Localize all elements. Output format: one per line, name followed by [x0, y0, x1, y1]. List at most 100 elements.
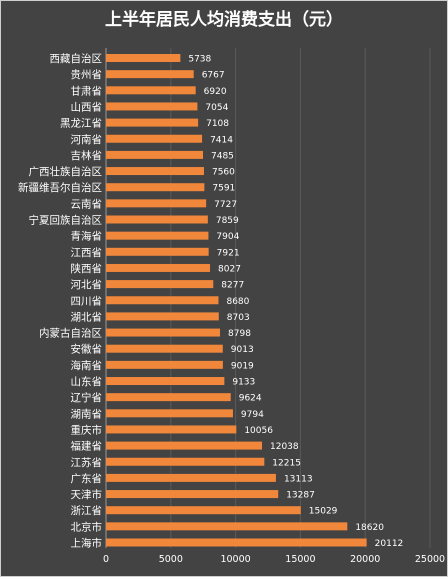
bar [106, 457, 265, 466]
data-label: 7054 [205, 103, 228, 113]
data-label: 7904 [216, 232, 239, 242]
category-label: 上海市 [71, 537, 103, 550]
data-label: 10056 [244, 426, 273, 436]
x-tick-label: 5000 [159, 554, 183, 565]
category-labels: 西藏自治区贵州省甘肃省山西省黑龙江省河南省吉林省广西壮族自治区新疆维吾尔自治区云… [18, 52, 102, 550]
category-label: 云南省 [71, 197, 103, 210]
bar [106, 86, 196, 95]
category-label: 安徽省 [71, 343, 103, 356]
data-label: 7727 [214, 200, 237, 210]
bar [106, 199, 207, 208]
category-label: 广东省 [71, 472, 103, 485]
data-label: 7108 [206, 119, 229, 129]
x-tick-label: 20000 [350, 554, 380, 565]
bar [106, 506, 301, 515]
data-label: 5738 [188, 55, 211, 65]
bar [106, 312, 219, 321]
data-label: 7560 [212, 168, 235, 178]
category-label: 福建省 [71, 440, 103, 453]
bar [106, 328, 221, 337]
data-label: 6920 [204, 87, 227, 97]
category-label: 山西省 [71, 100, 103, 113]
bar [106, 425, 237, 434]
data-label: 9624 [239, 394, 262, 404]
bar [106, 490, 279, 499]
data-label: 6767 [202, 71, 225, 81]
category-label: 海南省 [71, 359, 103, 372]
category-label: 宁夏回族自治区 [29, 214, 103, 227]
chart-title: 上半年居民人均消费支出（元） [105, 9, 343, 30]
bar [106, 70, 194, 79]
bar [106, 150, 204, 159]
bar [106, 183, 205, 192]
data-label: 20112 [375, 539, 404, 549]
category-label: 北京市 [71, 520, 103, 533]
data-label: 9019 [231, 361, 254, 371]
data-label: 8703 [227, 313, 250, 323]
data-label: 13113 [284, 474, 313, 484]
x-tick-label: 25000 [415, 554, 445, 565]
category-label: 湖南省 [71, 407, 103, 420]
bar [106, 377, 225, 385]
category-label: 广西壮族自治区 [29, 165, 103, 178]
bar [106, 247, 209, 256]
x-tick-label: 15000 [285, 554, 315, 565]
bar [106, 134, 203, 143]
category-label: 黑龙江省 [60, 117, 102, 130]
category-label: 贵州省 [71, 68, 103, 81]
bar [106, 215, 208, 224]
category-label: 新疆维吾尔自治区 [18, 181, 102, 194]
data-label: 15029 [309, 507, 338, 517]
data-label: 8027 [218, 264, 241, 274]
data-label: 12038 [270, 442, 299, 452]
data-label: 18620 [355, 523, 384, 533]
category-label: 山东省 [71, 375, 103, 388]
bar [106, 538, 367, 547]
bar [106, 231, 209, 240]
data-label: 7591 [212, 184, 235, 194]
category-label: 陕西省 [71, 262, 103, 275]
category-label: 吉林省 [71, 149, 103, 162]
category-label: 内蒙古自治区 [39, 327, 102, 340]
x-tick-label: 10000 [220, 554, 250, 565]
category-label: 江苏省 [71, 456, 103, 469]
data-label: 9013 [231, 345, 254, 355]
category-label: 四川省 [71, 294, 103, 307]
data-label: 7859 [216, 216, 239, 226]
data-label: 13287 [286, 491, 315, 501]
category-label: 河北省 [71, 278, 103, 291]
category-label: 重庆市 [71, 423, 103, 436]
data-label: 7485 [211, 151, 234, 161]
bar [106, 263, 211, 272]
bar [106, 360, 223, 369]
category-label: 西藏自治区 [50, 52, 103, 65]
bars-layer: 5738 6767 6920 7054 7108 7414 7485 7560 7591 7727… [106, 54, 403, 549]
x-tick-label: 0 [103, 554, 109, 565]
data-label: 8680 [226, 297, 249, 307]
data-label: 12215 [272, 458, 301, 468]
bar [106, 409, 233, 418]
category-label: 浙江省 [71, 504, 103, 517]
bar [106, 54, 181, 62]
bar [106, 344, 223, 353]
data-label: 7414 [210, 135, 233, 145]
category-label: 甘肃省 [71, 84, 103, 97]
bar [106, 473, 276, 482]
data-label: 9794 [241, 410, 264, 420]
category-label: 天津市 [71, 488, 103, 501]
category-label: 河南省 [71, 133, 103, 146]
bar [106, 296, 219, 305]
data-label: 7921 [217, 248, 240, 258]
bar [106, 167, 204, 176]
data-label: 8798 [228, 329, 251, 339]
x-tick-labels: 0 5000 10000 15000 20000 25000 [103, 554, 445, 565]
category-label: 湖北省 [71, 310, 103, 323]
category-label: 江西省 [71, 246, 103, 259]
bar [106, 441, 263, 450]
category-label: 辽宁省 [71, 391, 103, 404]
bar [106, 522, 348, 531]
data-label: 8277 [221, 281, 244, 291]
bar [106, 280, 214, 289]
